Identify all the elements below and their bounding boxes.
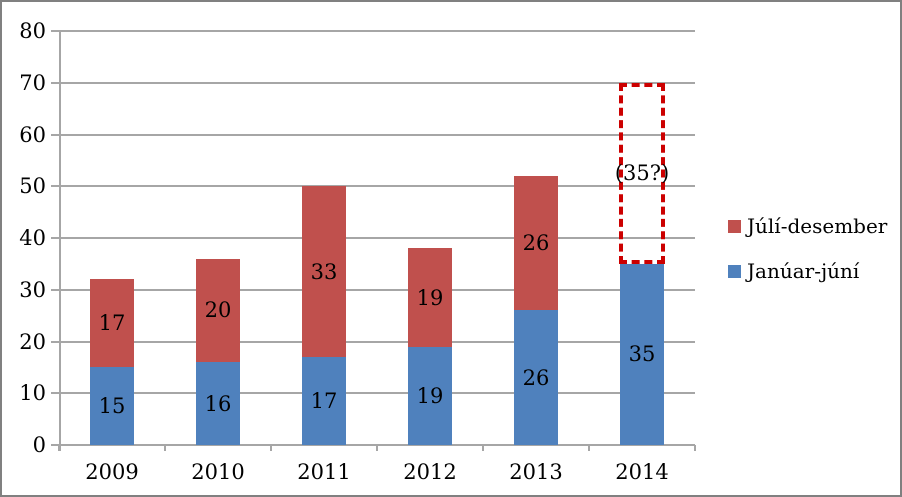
x-axis-tick [270,445,272,451]
y-axis-tick-label: 10 [19,381,46,406]
x-axis-label: 2013 [509,460,563,484]
bar-segment [408,346,452,445]
bar-segment [90,367,134,445]
x-axis-label: 2010 [191,460,245,484]
x-axis-tick [164,445,166,451]
bar-segment [302,186,346,358]
gridline [51,444,695,446]
bar-value-label: 15 [98,394,126,419]
x-axis-tick [588,445,590,451]
bar-value-label: 19 [416,383,444,408]
x-axis-tick [58,445,60,451]
y-axis-tick-label: 20 [19,329,46,354]
bar-value-label: 16 [204,391,232,416]
legend-swatch-blue [728,264,741,278]
bar-segment [408,248,452,347]
bar-segment [196,258,240,363]
bar-value-label: 26 [522,231,550,256]
x-axis-label: 2014 [615,460,669,484]
legend: Júlí-desember Janúar-júní [728,214,887,283]
x-axis-label: 2009 [85,460,139,484]
legend-item-juli-desember: Júlí-desember [728,214,887,238]
x-axis-tick [694,445,696,451]
gridline [51,185,695,188]
gridline [51,30,695,32]
y-axis-tick-label: 50 [19,174,46,199]
bar-segment [620,263,664,445]
bar-segment [514,310,558,445]
gridline [51,237,695,239]
bar-segment [196,362,240,445]
x-axis-label: 2011 [297,460,351,484]
bar-value-label: 35 [628,342,656,367]
bar-segment [302,357,346,445]
legend-label: Júlí-desember [747,214,888,238]
bar-value-label: 20 [204,298,232,323]
projection-dashed-box [619,82,665,264]
gridline [51,81,695,84]
bar-value-label: 19 [416,285,444,310]
x-axis-label: 2012 [403,460,457,484]
gridline [51,288,695,291]
gridline [51,133,695,136]
y-axis-tick-label: 60 [19,122,46,147]
y-axis-tick-label: 40 [19,226,46,250]
bar-value-label: 17 [310,389,338,413]
y-axis-tick-label: 0 [32,433,46,457]
y-axis-line [59,30,61,451]
y-axis-tick-label: 70 [19,70,46,95]
y-axis-tick-label: 80 [19,19,46,43]
gridline [51,392,695,395]
y-axis-tick-label: 30 [19,277,46,302]
bar-value-label: 26 [522,365,550,390]
legend-label: Janúar-júní [747,259,860,283]
legend-swatch-red [728,219,741,233]
x-axis-tick [376,445,378,451]
legend-item-januar-juni: Janúar-júní [728,259,887,283]
x-axis-tick [482,445,484,451]
bar-segment [90,279,134,368]
gridline [51,340,695,343]
bar-value-label: 33 [310,259,338,284]
bar-value-label: 17 [98,311,126,336]
bar-segment [514,175,558,311]
projection-label: (35?) [614,161,670,186]
